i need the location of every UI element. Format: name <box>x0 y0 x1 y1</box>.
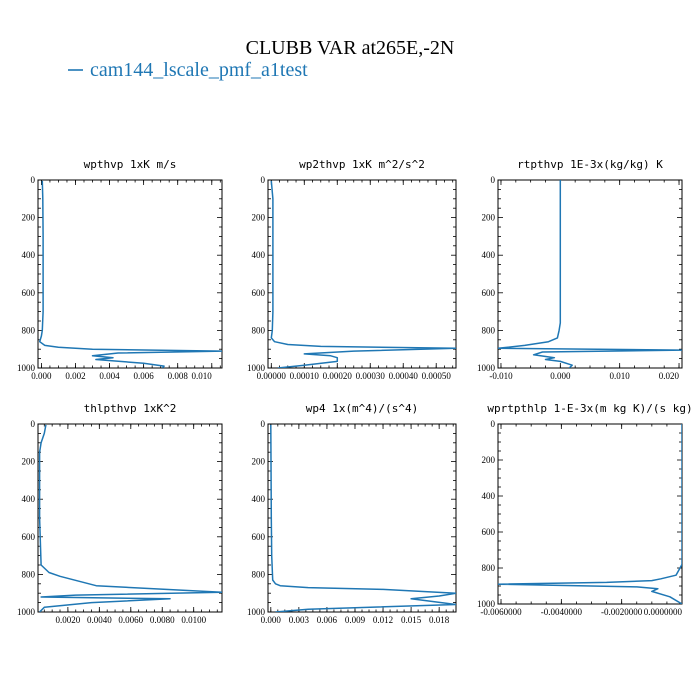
y-tick-label: 800 <box>22 569 36 579</box>
y-tick-label: 400 <box>252 250 266 260</box>
y-tick-label: 1000 <box>17 363 36 373</box>
y-tick-label: 800 <box>482 325 496 335</box>
x-tick-label: 0.020 <box>659 371 680 381</box>
y-tick-label: 200 <box>22 457 36 467</box>
x-tick-label: 0.000 <box>31 371 52 381</box>
x-tick-label: 0.0080 <box>150 615 175 625</box>
y-tick-label: 600 <box>482 288 496 298</box>
x-tick-label: 0.006 <box>134 371 155 381</box>
series-line <box>498 180 682 368</box>
y-tick-label: 0 <box>491 175 496 185</box>
y-tick-label: 1000 <box>477 363 496 373</box>
y-tick-label: 400 <box>22 494 36 504</box>
y-tick-label: 800 <box>22 325 36 335</box>
y-tick-label: 400 <box>482 491 496 501</box>
x-tick-label: -0.0060000 <box>480 607 522 617</box>
x-tick-label: 0.00050 <box>422 371 452 381</box>
plot-frame <box>497 423 683 605</box>
y-tick-label: 800 <box>482 563 496 573</box>
x-tick-label: 0.018 <box>429 615 450 625</box>
panel-title: rtpthvp 1E-3x(kg/kg) K <box>517 158 663 171</box>
series-line <box>38 180 222 368</box>
y-tick-label: 1000 <box>477 599 496 609</box>
plot-frame <box>37 179 223 369</box>
x-tick-label: -0.010 <box>489 371 513 381</box>
x-tick-label: -0.0040000 <box>541 607 583 617</box>
figure-title: CLUBB VAR at265E,-2N <box>246 37 455 59</box>
x-tick-label: 0.010 <box>610 371 631 381</box>
x-tick-label: 0.0060 <box>118 615 143 625</box>
x-tick-label: 0.00000 <box>257 371 287 381</box>
x-tick-label: 0.000 <box>261 615 282 625</box>
legend-label: cam144_lscale_pmf_a1test <box>90 59 308 81</box>
panel-4: thlpthvp 1xK^2 0 200 400 600 800 1000 0.0020 0.0… <box>17 402 223 625</box>
x-tick-label: 0.0020 <box>56 615 81 625</box>
x-tick-label: 0.0100 <box>181 615 206 625</box>
legend: cam144_lscale_pmf_a1test <box>68 59 308 81</box>
x-tick-label: 0.000 <box>550 371 571 381</box>
y-tick-label: 600 <box>252 288 266 298</box>
plot-frame <box>497 179 683 369</box>
panel-2: wp2thvp 1xK m^2/s^2020040060080010000.00… <box>247 158 457 381</box>
panel-title: wprtpthlp 1-E-3x(m kg K)/(s kg) <box>487 402 692 415</box>
x-tick-label: 0.0000000 <box>644 607 683 617</box>
x-tick-label: 0.009 <box>345 615 366 625</box>
x-tick-label: 0.00040 <box>389 371 419 381</box>
y-tick-label: 200 <box>482 455 496 465</box>
x-tick-label: 0.008 <box>168 371 189 381</box>
x-tick-label: 0.006 <box>317 615 338 625</box>
series-line <box>38 424 222 612</box>
series-line <box>270 424 456 612</box>
panel-title: thlpthvp 1xK^2 <box>84 402 177 415</box>
series-line <box>270 180 456 368</box>
y-tick-label: 1000 <box>17 607 36 617</box>
panel-title: wp4 1x(m^4)/(s^4) <box>306 402 419 415</box>
y-tick-label: 600 <box>482 527 496 537</box>
y-tick-label: 200 <box>252 457 266 467</box>
x-tick-label: 0.002 <box>65 371 85 381</box>
x-tick-label: 0.015 <box>401 615 422 625</box>
y-tick-label: 200 <box>22 213 36 223</box>
y-tick-label: 0 <box>491 419 496 429</box>
y-tick-label: 200 <box>252 213 266 223</box>
y-tick-label: 800 <box>252 569 266 579</box>
y-tick-label: 1000 <box>247 607 266 617</box>
x-tick-label: 0.00020 <box>323 371 353 381</box>
y-tick-label: 0 <box>31 419 36 429</box>
y-tick-label: 400 <box>252 494 266 504</box>
y-tick-label: 800 <box>252 325 266 335</box>
panel-3: rtpthvp 1E-3x(kg/kg) K 0 200 400 600 800 1000-… <box>477 158 683 381</box>
plot-frame <box>267 423 457 613</box>
y-tick-label: 600 <box>22 532 36 542</box>
x-tick-label: 0.00010 <box>290 371 320 381</box>
x-tick-label: 0.004 <box>99 371 120 381</box>
y-tick-label: 1000 <box>247 363 266 373</box>
y-tick-label: 0 <box>261 175 266 185</box>
series-line <box>498 424 682 604</box>
x-tick-label: 0.010 <box>192 371 213 381</box>
y-tick-label: 600 <box>22 288 36 298</box>
plot-frame <box>37 423 223 613</box>
y-tick-label: 0 <box>261 419 266 429</box>
x-tick-label: 0.003 <box>289 615 310 625</box>
y-tick-label: 200 <box>482 213 496 223</box>
panel-6: wprtpthlp 1-E-3x(m kg K)/(s kg) 0 200 400 60… <box>477 402 693 617</box>
x-tick-label: 0.012 <box>373 615 393 625</box>
x-tick-label: -0.0020000 <box>601 607 643 617</box>
y-tick-label: 400 <box>482 250 496 260</box>
y-tick-label: 400 <box>22 250 36 260</box>
x-tick-label: 0.0040 <box>87 615 112 625</box>
panel-title: wpthvp 1xK m/s <box>84 158 177 171</box>
y-tick-label: 600 <box>252 532 266 542</box>
panel-title: wp2thvp 1xK m^2/s^2 <box>299 158 425 171</box>
x-tick-label: 0.00030 <box>356 371 386 381</box>
y-tick-label: 0 <box>31 175 36 185</box>
plot-frame <box>267 179 457 369</box>
